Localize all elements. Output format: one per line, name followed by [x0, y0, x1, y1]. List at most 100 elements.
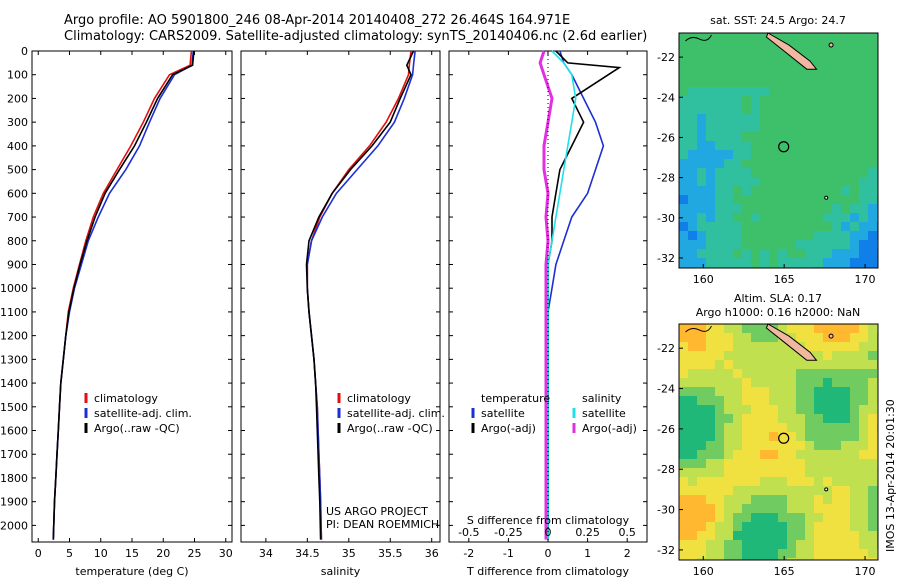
- map-cell-3-14-2: [805, 51, 814, 60]
- map-cell-4-10-9: [769, 405, 778, 414]
- map-cell-4-17-9: [832, 405, 841, 414]
- map-cell-3-5-5: [724, 78, 733, 87]
- map-cell-4-7-10: [742, 414, 751, 423]
- map-cell-4-11-20: [778, 504, 787, 513]
- map-cell-4-15-25: [814, 549, 823, 558]
- map-cell-3-12-3: [787, 60, 796, 69]
- map-cell-3-4-13: [715, 150, 724, 159]
- map-cell-3-11-15: [778, 168, 787, 177]
- map-cell-4-21-1: [868, 333, 877, 342]
- series-line-1-1: [306, 50, 416, 540]
- map-cell-4-6-10: [733, 414, 742, 423]
- map-cell-4-14-10: [805, 414, 814, 423]
- map-cell-3-0-5: [679, 78, 688, 87]
- map-cell-4-15-0: [814, 324, 823, 333]
- island-small-a-4: [828, 333, 834, 339]
- map-ytick-label-4-0: -22: [657, 342, 675, 355]
- map-cell-4-18-21: [841, 513, 850, 522]
- map-cell-4-0-2: [679, 342, 688, 351]
- map-cell-3-2-10: [697, 123, 706, 132]
- map-cell-3-14-5: [805, 78, 814, 87]
- map-cell-3-21-14: [868, 159, 877, 168]
- map-cell-4-10-21: [769, 513, 778, 522]
- map-cell-4-4-15: [715, 459, 724, 468]
- map-cell-3-12-16: [787, 177, 796, 186]
- y-tick-label-8: 800: [7, 235, 28, 248]
- map-cell-3-5-0: [724, 33, 733, 42]
- map-cell-3-6-16: [733, 177, 742, 186]
- map-cell-4-19-8: [850, 396, 859, 405]
- map-cell-4-10-8: [769, 396, 778, 405]
- map-cell-3-1-10: [688, 123, 697, 132]
- map-cell-4-5-17: [724, 477, 733, 486]
- series-line-0-1: [52, 50, 195, 540]
- sla-map-title: Altim. SLA: 0.17: [734, 292, 822, 305]
- map-cell-3-1-16: [688, 177, 697, 186]
- map-cell-3-4-4: [715, 69, 724, 78]
- map-cell-3-19-14: [850, 159, 859, 168]
- map-cell-3-17-23: [832, 240, 841, 249]
- map-cell-3-19-5: [850, 78, 859, 87]
- map-cell-3-3-18: [706, 195, 715, 204]
- map-cell-4-20-5: [859, 369, 868, 378]
- map-cell-4-13-13: [796, 441, 805, 450]
- map-cell-3-11-0: [778, 33, 787, 42]
- map-cell-4-21-3: [868, 351, 877, 360]
- map-cell-4-2-2: [697, 342, 706, 351]
- map-cell-3-10-5: [769, 78, 778, 87]
- map-cell-3-21-21: [868, 222, 877, 231]
- map-cell-4-11-2: [778, 342, 787, 351]
- map-cell-3-8-11: [751, 132, 760, 141]
- map-cell-3-3-12: [706, 141, 715, 150]
- map-cell-4-13-26: [796, 558, 805, 560]
- map-cell-4-14-16: [805, 468, 814, 477]
- map-cell-4-19-10: [850, 414, 859, 423]
- map-cell-4-0-7: [679, 387, 688, 396]
- map-cell-3-2-13: [697, 150, 706, 159]
- map-cell-3-10-24: [769, 249, 778, 258]
- map-cell-4-14-23: [805, 531, 814, 540]
- map-cell-3-3-13: [706, 150, 715, 159]
- map-cell-4-20-1: [859, 333, 868, 342]
- map-cell-4-13-18: [796, 486, 805, 495]
- map-cell-3-15-10: [814, 123, 823, 132]
- map-cell-3-12-5: [787, 78, 796, 87]
- map-cell-3-13-13: [796, 150, 805, 159]
- map-cell-4-15-18: [814, 486, 823, 495]
- map-cell-3-8-21: [751, 222, 760, 231]
- map-cell-4-21-7: [868, 387, 877, 396]
- map-cell-3-16-25: [823, 258, 832, 267]
- map-cell-4-0-14: [679, 450, 688, 459]
- map-cell-4-1-23: [688, 531, 697, 540]
- map-cell-4-20-11: [859, 423, 868, 432]
- map-cell-4-1-19: [688, 495, 697, 504]
- map-cell-4-7-24: [742, 540, 751, 549]
- map-cell-3-4-5: [715, 78, 724, 87]
- map-cell-4-21-14: [868, 450, 877, 459]
- map-cell-4-16-24: [823, 540, 832, 549]
- map-cell-4-4-26: [715, 558, 724, 560]
- map-cell-3-7-0: [742, 33, 751, 42]
- map-cell-4-15-15: [814, 459, 823, 468]
- map-cell-3-11-9: [778, 114, 787, 123]
- map-cell-3-4-18: [715, 195, 724, 204]
- map-cell-3-21-19: [868, 204, 877, 213]
- map-cell-3-19-18: [850, 195, 859, 204]
- map-cell-4-5-16: [724, 468, 733, 477]
- map-cell-3-10-9: [769, 114, 778, 123]
- map-cell-3-1-21: [688, 222, 697, 231]
- map-cell-3-17-6: [832, 87, 841, 96]
- map-cell-4-15-20: [814, 504, 823, 513]
- map-cell-4-14-22: [805, 522, 814, 531]
- x-tick-label-1-3: 35.5: [378, 547, 403, 560]
- map-cell-3-15-4: [814, 69, 823, 78]
- map-cell-4-4-10: [715, 414, 724, 423]
- map-cell-3-21-1: [868, 42, 877, 51]
- map-cell-4-14-19: [805, 495, 814, 504]
- map-cell-3-21-24: [868, 249, 877, 258]
- map-cell-4-10-5: [769, 369, 778, 378]
- map-cell-4-11-22: [778, 522, 787, 531]
- map-cell-4-7-6: [742, 378, 751, 387]
- map-cell-3-19-11: [850, 132, 859, 141]
- map-cell-4-8-24: [751, 540, 760, 549]
